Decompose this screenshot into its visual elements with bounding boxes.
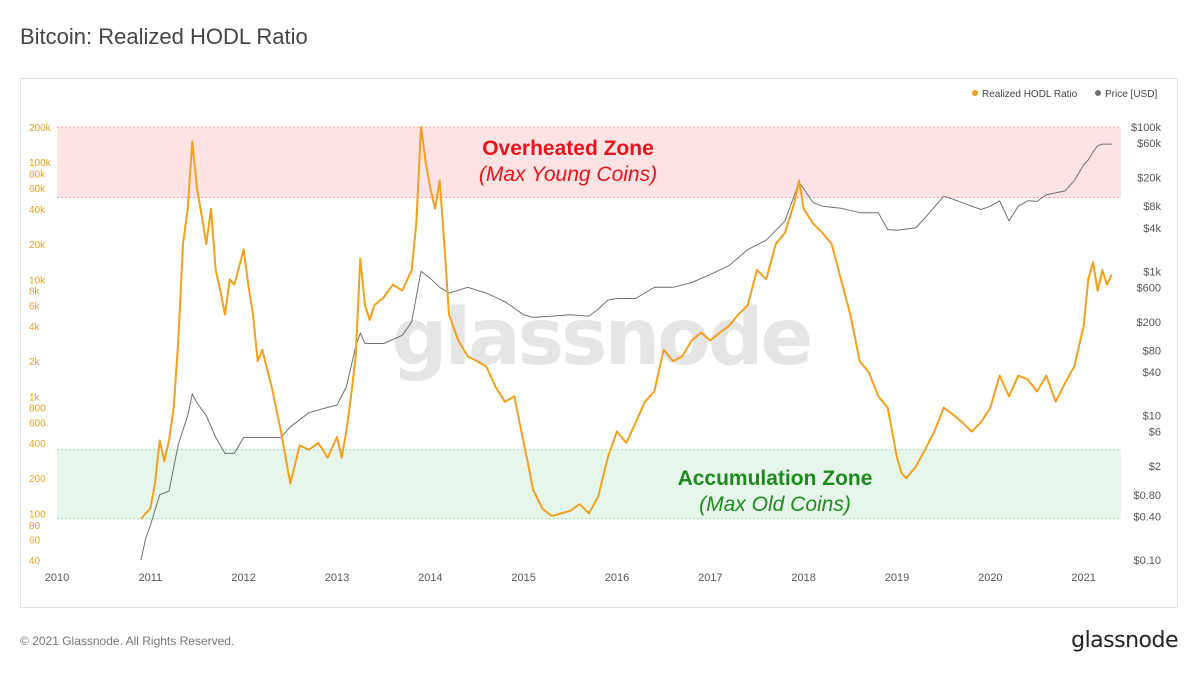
overheated-zone-band — [57, 127, 1121, 198]
y-left-tick-label: 2k — [29, 357, 41, 368]
y-right-tick-label: $40 — [1143, 367, 1161, 379]
y-left-tick-label: 40 — [29, 556, 41, 567]
y-left-tick-label: 60k — [29, 184, 46, 195]
watermark-text: glassnode — [392, 293, 811, 383]
legend-label: Price [USD] — [1105, 89, 1157, 100]
y-left-tick-label: 40k — [29, 205, 46, 216]
x-tick-label: 2012 — [231, 572, 255, 584]
y-left-tick-label: 200k — [29, 123, 52, 134]
accum-zone-title: Accumulation Zone — [678, 467, 873, 490]
watermark-layer: glassnode — [392, 293, 814, 383]
y-left-tick-label: 20k — [29, 240, 46, 251]
x-tick-label: 2011 — [139, 572, 163, 584]
x-tick-label: 2017 — [698, 572, 722, 584]
y-left-tick-label: 200 — [29, 474, 46, 485]
rhodl-chart: glassnode 200k100k80k60k40k20k10k8k6k4k2… — [29, 89, 1161, 584]
overheated-zone-title: Overheated Zone — [482, 137, 654, 160]
y-right-tick-label: $60k — [1137, 138, 1161, 150]
y-left-tick-label: 100 — [29, 509, 46, 520]
x-tick-label: 2010 — [45, 572, 69, 584]
y-right-tick-label: $20k — [1137, 172, 1161, 184]
y-left-tick-label: 80k — [29, 170, 46, 181]
y-left-tick-label: 100k — [29, 158, 52, 169]
x-tick-label: 2020 — [978, 572, 1002, 584]
rhodl-series-layer — [140, 126, 1113, 520]
y-left-tick-label: 10k — [29, 275, 46, 286]
y-right-tick-label: $0.80 — [1133, 490, 1161, 502]
legend-marker — [1095, 90, 1101, 96]
y-left-tick-label: 800 — [29, 404, 46, 415]
y-left-tick-label: 6k — [29, 301, 41, 312]
x-tick-label: 2016 — [605, 572, 629, 584]
legend-layer: Realized HODL Ratio Price [USD] — [972, 89, 1157, 100]
page-title: Bitcoin: Realized HODL Ratio — [20, 24, 308, 49]
price-series-layer — [140, 143, 1112, 561]
y-right-tick-label: $80 — [1143, 345, 1161, 357]
y-left-tick-label: 60 — [29, 535, 41, 546]
y-right-tick-label: $600 — [1137, 282, 1161, 294]
x-tick-label: 2019 — [885, 572, 909, 584]
y-right-tick-label: $100k — [1131, 122, 1161, 134]
x-tick-label: 2013 — [325, 572, 349, 584]
price-line — [140, 143, 1112, 561]
legend-marker — [972, 90, 978, 96]
x-tick-label: 2018 — [791, 572, 815, 584]
y-right-tick-label: $4k — [1143, 223, 1161, 235]
legend-label: Realized HODL Ratio — [982, 89, 1078, 100]
y-left-tick-label: 1k — [29, 392, 41, 403]
overheated-zone-subtitle: (Max Young Coins) — [479, 163, 657, 186]
zones-layer — [57, 126, 1121, 520]
y-left-tick-label: 600 — [29, 418, 46, 429]
y-right-tick-label: $6 — [1149, 427, 1161, 439]
y-right-tick-label: $1k — [1143, 266, 1161, 278]
y-left-tick-label: 4k — [29, 322, 41, 333]
y-right-tick-label: $0.40 — [1133, 512, 1161, 524]
accum-zone-band — [57, 449, 1121, 519]
y-right-tick-label: $2 — [1149, 461, 1161, 473]
x-tick-label: 2021 — [1071, 572, 1095, 584]
chart-frame: glassnode 200k 100k 80k 60k 40k 20k 10k 8k 6k 4k 2… — [20, 78, 1178, 608]
glassnode-logo: glassnode — [1071, 628, 1178, 653]
accum-zone-subtitle: (Max Old Coins) — [699, 493, 851, 516]
y-left-tick-label: 400 — [29, 439, 46, 450]
zone-labels-layer: Overheated Zone (Max Young Coins) Accumula… — [479, 137, 873, 516]
y-right-tick-label: $200 — [1137, 317, 1161, 329]
y-left-tick-label: 8k — [29, 287, 41, 298]
x-tick-label: 2015 — [511, 572, 535, 584]
rhodl-line — [140, 126, 1113, 520]
y-right-tick-label: $8k — [1143, 201, 1161, 213]
y-right-tick-label: $10 — [1143, 411, 1161, 423]
y-left-tick-label: 80 — [29, 521, 41, 532]
x-tick-label: 2014 — [418, 572, 442, 584]
y-right-tick-label: $0.10 — [1133, 555, 1161, 567]
copyright-footer: © 2021 Glassnode. All Rights Reserved. — [20, 634, 235, 648]
